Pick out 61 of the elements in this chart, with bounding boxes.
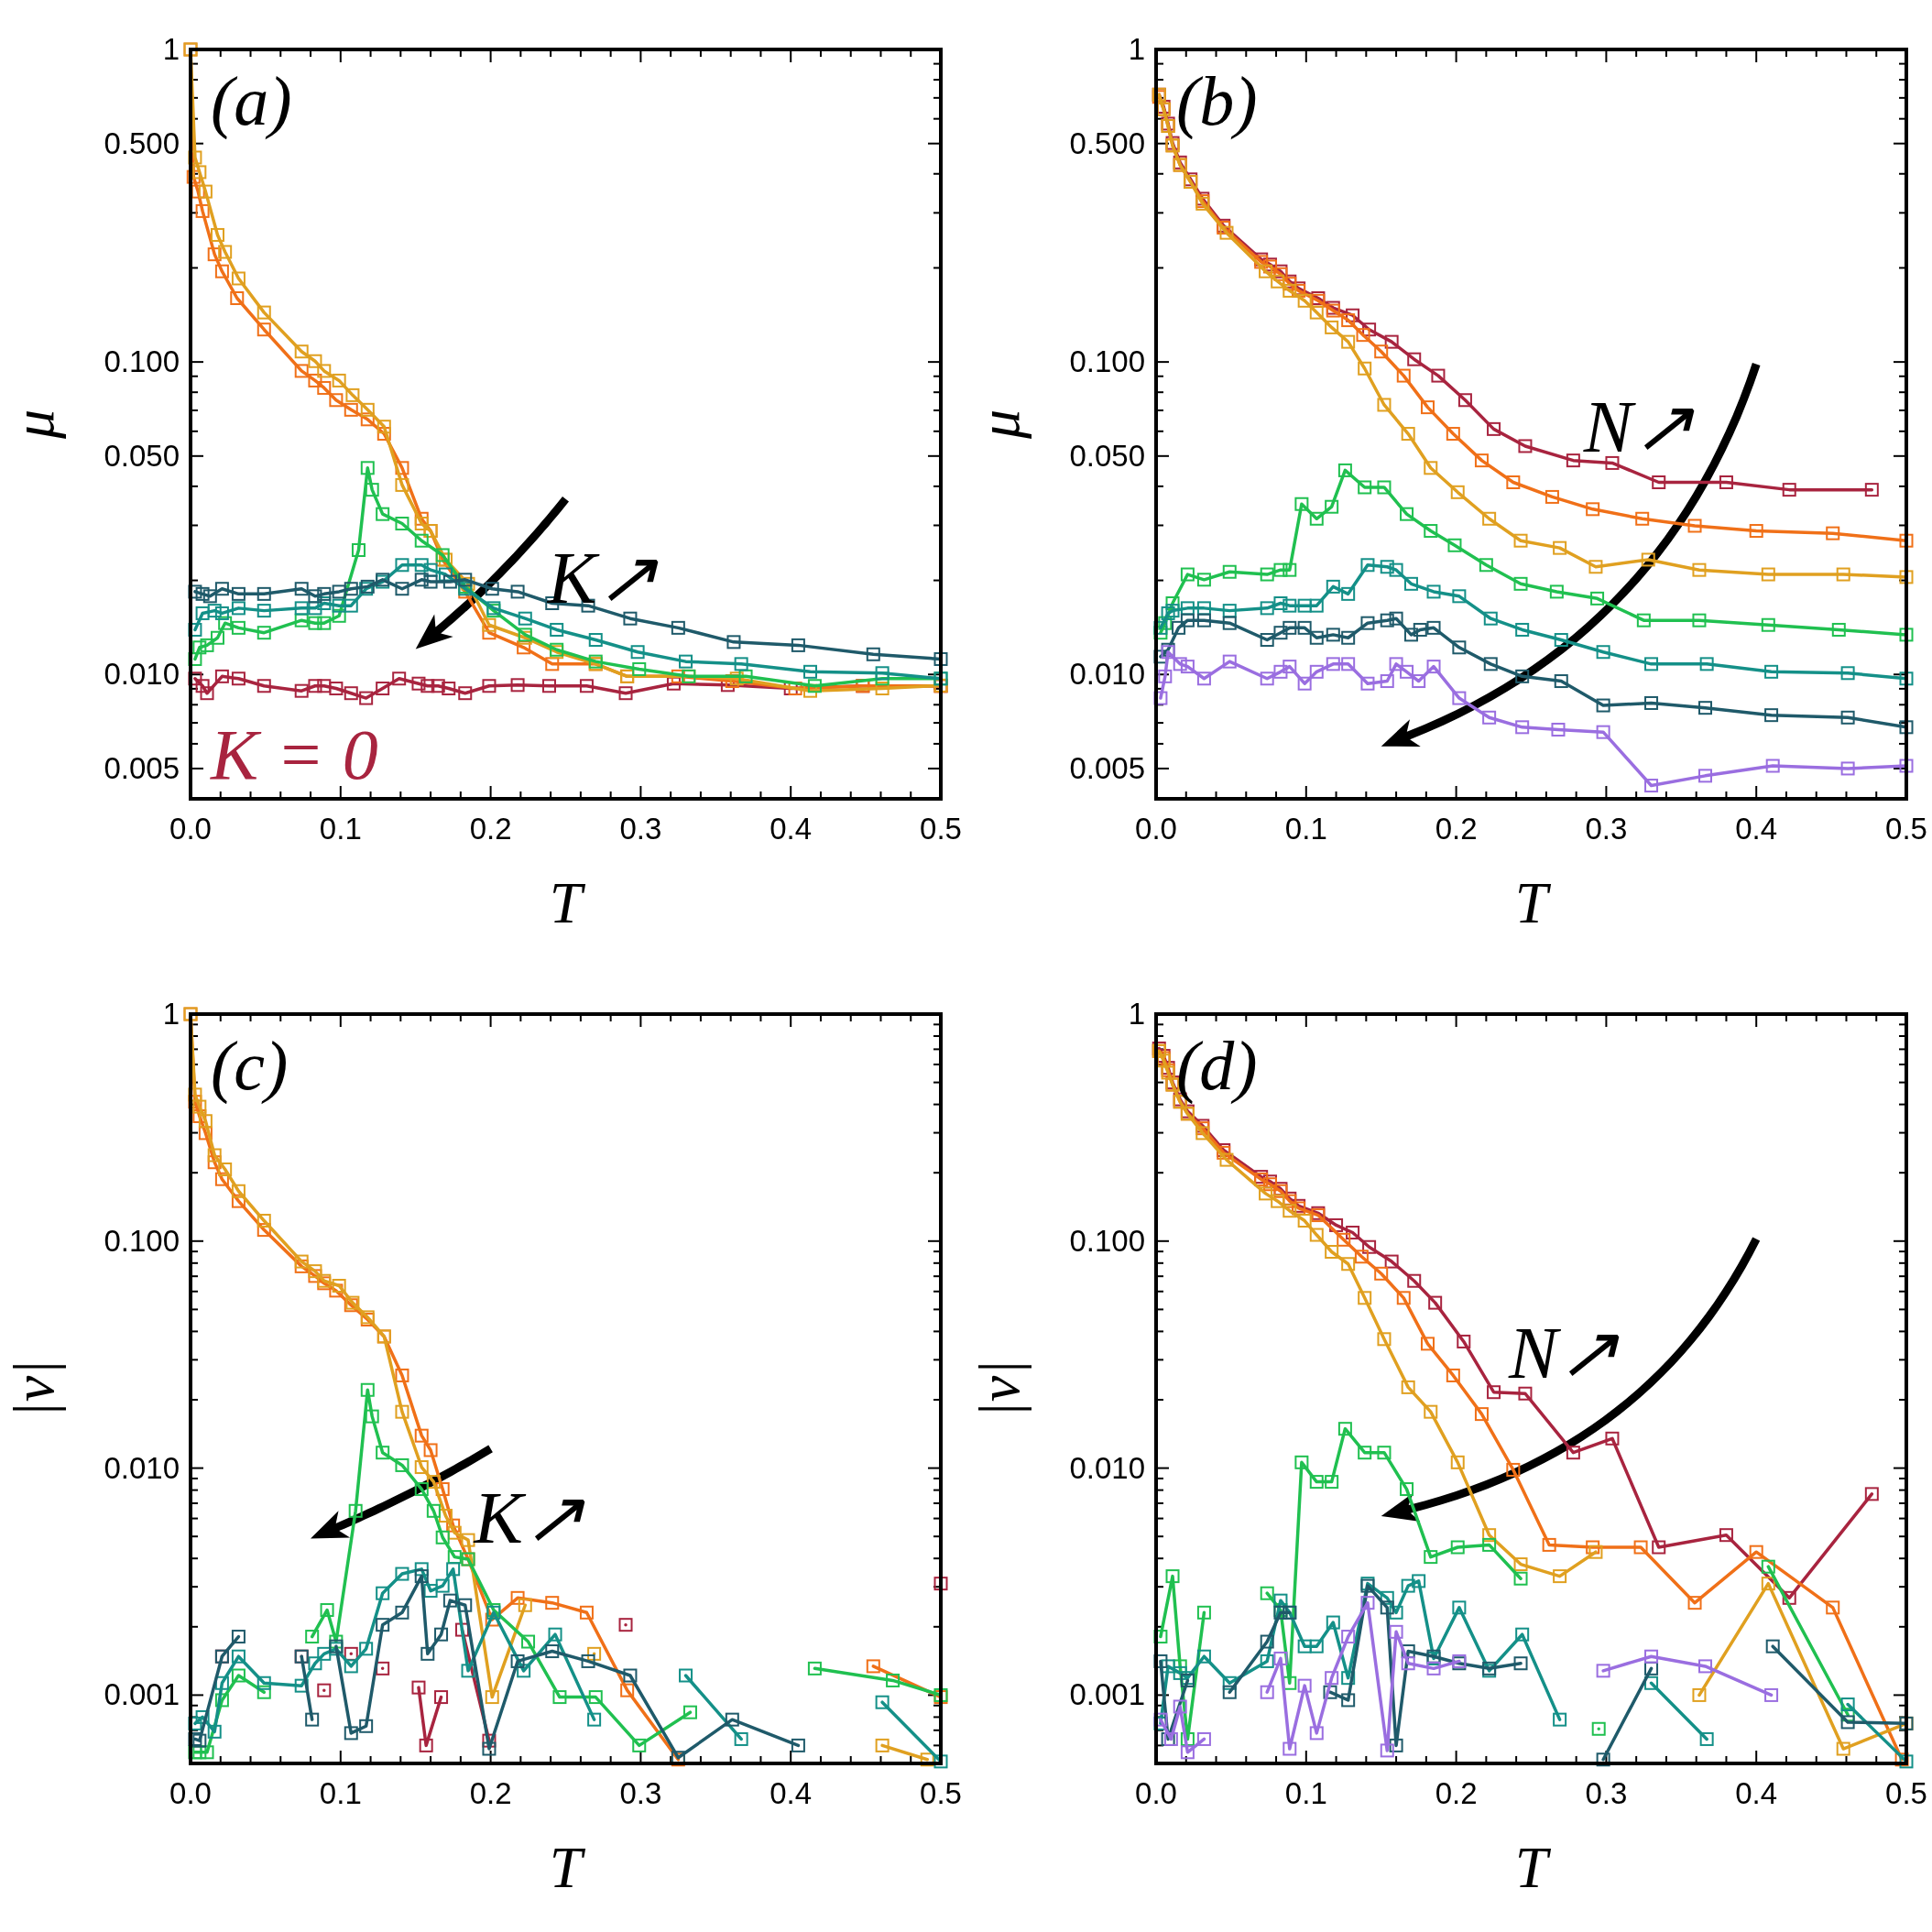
annotation: (d) xyxy=(1176,1027,1258,1105)
x-tick-label: 0.5 xyxy=(920,1776,962,1810)
y-axis-title: |ν| xyxy=(1,1359,66,1418)
x-tick-label: 0.3 xyxy=(619,812,662,846)
y-tick-label: 0.005 xyxy=(1069,750,1145,785)
y-tick-label: 1 xyxy=(162,997,180,1031)
y-tick-label: 0.500 xyxy=(1069,126,1145,160)
y-tick-label: 0.001 xyxy=(104,1677,180,1712)
x-tick-label: 0.2 xyxy=(1435,1776,1478,1810)
y-tick-label: 0.100 xyxy=(104,1223,180,1258)
y-tick-label: 0.100 xyxy=(104,344,180,379)
annotation: (c) xyxy=(211,1027,289,1105)
x-tick-label: 0.2 xyxy=(469,1776,512,1810)
series-label: K = 0 xyxy=(210,715,378,794)
y-tick-label: 0.100 xyxy=(1069,1223,1145,1258)
y-tick-label: 1 xyxy=(1128,32,1145,66)
x-tick-label: 0.2 xyxy=(469,812,512,846)
x-axis-title: T xyxy=(1514,1835,1552,1900)
y-tick-label: 0.500 xyxy=(104,126,180,160)
x-tick-label: 0.4 xyxy=(1735,1776,1778,1810)
x-tick-label: 0.3 xyxy=(1585,1776,1628,1810)
y-tick-label: 0.010 xyxy=(104,1450,180,1485)
y-tick-label: 0.001 xyxy=(1069,1677,1145,1712)
annotation: K↗ xyxy=(546,537,660,618)
x-tick-label: 0.0 xyxy=(1135,1776,1177,1810)
x-tick-label: 0.1 xyxy=(319,1776,362,1810)
annotation: N↗ xyxy=(1582,387,1696,468)
x-tick-label: 0.3 xyxy=(1585,812,1628,846)
x-tick-label: 0.2 xyxy=(1435,812,1478,846)
x-tick-label: 0.4 xyxy=(1735,812,1778,846)
annotation: N↗ xyxy=(1507,1312,1621,1393)
y-tick-label: 0.005 xyxy=(104,750,180,785)
y-axis-title: μ xyxy=(966,409,1031,441)
x-tick-label: 0.4 xyxy=(770,812,813,846)
x-axis-title: T xyxy=(549,1835,586,1900)
x-tick-label: 0.4 xyxy=(770,1776,813,1810)
x-tick-label: 0.3 xyxy=(619,1776,662,1810)
y-tick-label: 0.050 xyxy=(1069,438,1145,473)
x-tick-label: 0.0 xyxy=(169,1776,212,1810)
y-tick-label: 0.100 xyxy=(1069,344,1145,379)
y-tick-label: 1 xyxy=(162,32,180,66)
y-axis-title: μ xyxy=(1,409,66,441)
x-axis-title: T xyxy=(1514,870,1552,935)
annotation: (a) xyxy=(211,62,292,140)
y-tick-label: 0.010 xyxy=(1069,657,1145,692)
x-tick-label: 0.5 xyxy=(1885,812,1927,846)
x-axis-title: T xyxy=(549,870,586,935)
x-tick-label: 0.5 xyxy=(1885,1776,1927,1810)
x-tick-label: 0.0 xyxy=(169,812,212,846)
y-tick-label: 0.010 xyxy=(104,657,180,692)
x-tick-label: 0.5 xyxy=(920,812,962,846)
x-tick-label: 0.1 xyxy=(1284,812,1327,846)
annotation: K↗ xyxy=(473,1477,585,1558)
y-tick-label: 0.050 xyxy=(104,438,180,473)
x-tick-label: 0.1 xyxy=(319,812,362,846)
y-axis-title: |ν| xyxy=(966,1359,1031,1418)
x-tick-label: 0.1 xyxy=(1284,1776,1327,1810)
y-tick-label: 0.010 xyxy=(1069,1450,1145,1485)
annotation: (b) xyxy=(1176,62,1258,140)
y-tick-label: 1 xyxy=(1128,997,1145,1031)
x-tick-label: 0.0 xyxy=(1135,812,1177,846)
